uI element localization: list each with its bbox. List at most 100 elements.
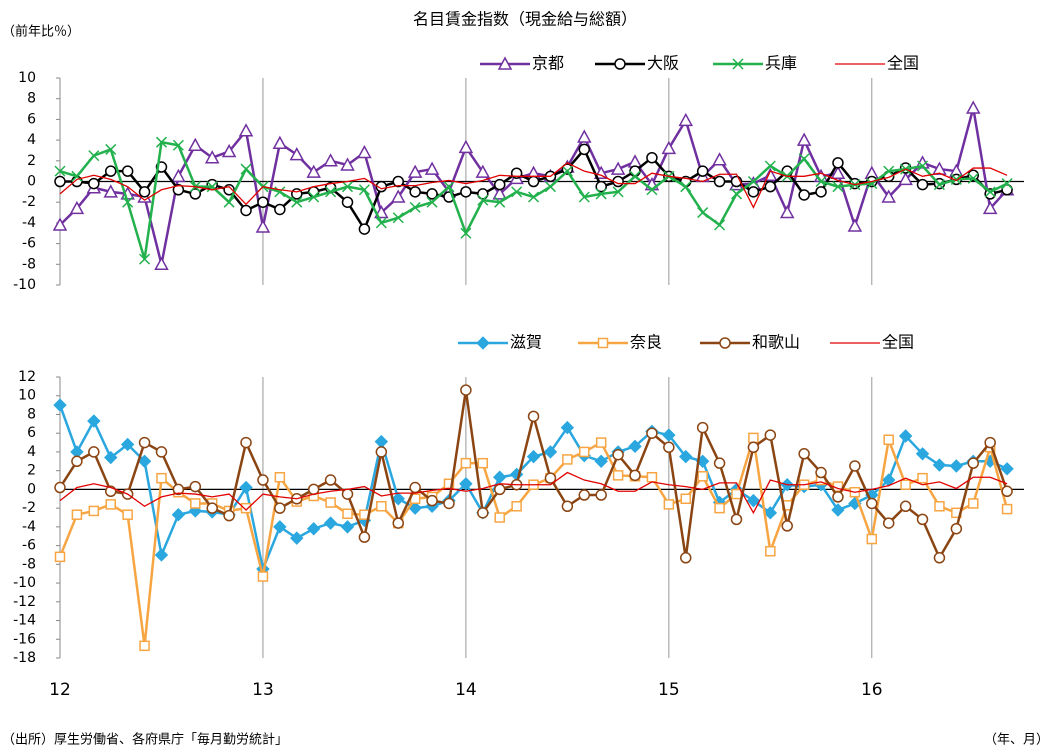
marker [528,191,540,203]
marker [392,175,404,188]
marker [137,454,152,469]
y-tick-label: 4 [27,444,36,460]
marker [139,253,151,265]
marker [577,129,592,143]
marker [54,551,66,563]
marker [53,398,67,412]
marker [54,165,66,177]
marker [308,191,320,203]
marker [965,100,981,114]
x-axis-label: （年、月） [984,733,1049,748]
marker [815,186,827,198]
marker [71,170,83,182]
x-tick-label: 16 [861,680,883,700]
legend-label: 兵庫 [765,54,797,73]
marker [764,180,777,193]
marker [526,449,541,464]
marker [866,497,878,510]
marker [409,481,421,494]
marker [561,165,573,177]
marker [341,181,354,193]
marker [883,165,895,177]
y-tick-label: 0 [27,174,36,190]
marker [578,143,591,156]
marker [1001,485,1013,498]
marker [967,172,979,184]
marker [543,445,558,459]
marker [494,196,506,208]
marker [171,507,186,522]
marker [375,180,388,193]
marker [273,520,287,534]
marker [984,436,996,449]
marker [172,184,185,196]
marker [663,499,675,510]
y-axis-label: （前年比％） [2,24,80,40]
marker [138,186,151,198]
marker [679,449,693,464]
marker [713,457,726,469]
marker [409,201,421,213]
marker [88,446,100,458]
marker [714,502,725,514]
marker [831,503,845,517]
x-tick-label: 15 [658,680,680,700]
marker [494,512,505,523]
marker [898,429,913,443]
marker [154,256,169,271]
marker [915,447,930,461]
legend-label: 全国 [887,54,919,73]
y-tick-label: -8 [22,556,36,572]
marker [680,181,692,193]
marker [697,207,709,219]
marker [883,434,894,446]
marker [306,522,321,536]
marker [1001,503,1013,515]
marker [950,522,963,535]
legend-marker [476,336,490,350]
marker [409,186,421,198]
marker [104,450,118,465]
marker [815,175,827,188]
marker [390,189,406,203]
marker [156,472,167,484]
marker [306,164,321,178]
y-tick-label: -6 [22,538,36,554]
y-tick-label: 10 [18,388,36,404]
marker [257,571,269,582]
legend-label: 滋賀 [510,333,542,352]
marker [54,481,66,494]
y-tick-label: 6 [27,111,36,127]
y-tick-label: -4 [22,519,36,535]
marker [460,457,472,469]
y-tick-label: -6 [22,236,36,252]
marker [477,457,489,469]
marker [796,132,812,146]
marker [358,223,371,235]
y-tick-label: -4 [22,215,36,231]
marker [849,460,861,472]
marker [492,186,507,200]
marker [190,498,201,509]
marker [578,191,590,203]
marker [87,414,101,428]
marker [882,517,895,529]
marker [661,140,677,155]
legend-marker [719,337,731,349]
marker [426,196,438,208]
marker [324,474,337,486]
marker [527,175,540,188]
legend-marker [497,56,513,70]
marker [104,165,117,177]
marker [323,153,338,167]
marker [900,479,911,490]
marker [443,181,455,193]
marker [290,531,304,545]
legend-label: 奈良 [630,333,662,352]
legend-marker [732,58,744,70]
marker [747,186,760,198]
marker [155,446,168,458]
marker [697,471,708,482]
marker [459,477,473,491]
